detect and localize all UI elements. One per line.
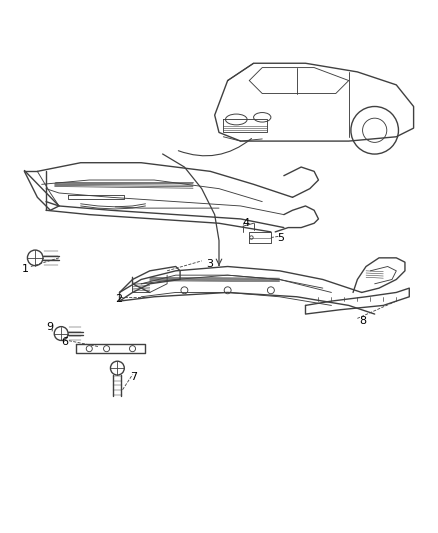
Text: 2: 2 xyxy=(115,294,122,304)
Text: 9: 9 xyxy=(46,322,53,332)
Text: 3: 3 xyxy=(206,260,213,269)
Text: 6: 6 xyxy=(61,337,68,347)
Text: 7: 7 xyxy=(131,372,138,382)
Text: 4: 4 xyxy=(243,218,250,228)
Text: 1: 1 xyxy=(22,264,29,273)
Text: 8: 8 xyxy=(360,316,367,326)
Text: 5: 5 xyxy=(277,233,284,244)
